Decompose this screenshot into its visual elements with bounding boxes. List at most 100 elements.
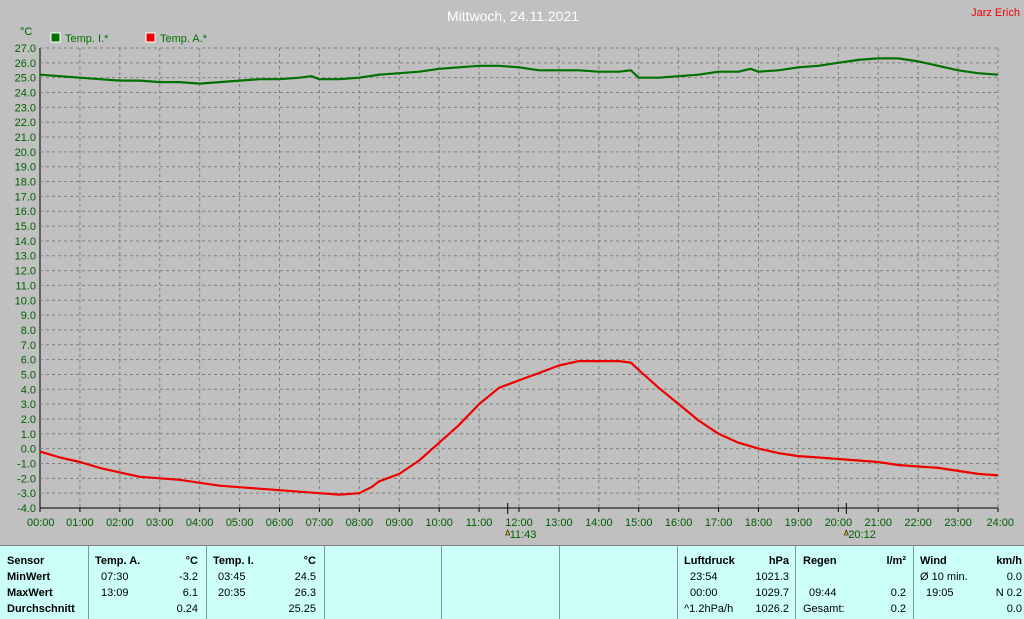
series-lines: [39, 57, 999, 496]
x-tick-label: 18:00: [745, 517, 773, 529]
y-tick-label: 13.0: [15, 251, 36, 263]
regen-unit: l/m²: [886, 555, 906, 567]
series-line-indoor: [39, 57, 999, 85]
table-divider: [206, 546, 207, 619]
y-tick-label: 1.0: [21, 429, 36, 441]
y-tick-label: 23.0: [15, 102, 36, 114]
sun-markers: 11:43 20:12: [505, 503, 876, 541]
x-tick-label: 19:00: [785, 517, 813, 529]
y-tick-label: 11.0: [15, 280, 36, 292]
legend: Temp. I.* Temp. A.*: [50, 32, 208, 45]
table-divider: [324, 546, 325, 619]
sunset-icon: [843, 529, 849, 536]
x-tick-label: 11:00: [466, 517, 493, 529]
legend-outdoor-swatch: [145, 32, 156, 43]
luftdruck-header: Luftdruck: [684, 555, 735, 567]
regen-value: 0.2: [890, 587, 906, 599]
wind-max-time: 19:05: [926, 587, 954, 599]
y-tick-label: 22.0: [15, 117, 36, 129]
x-tick-label: 10:00: [425, 517, 453, 529]
y-tick-label: -4.0: [17, 503, 36, 515]
y-tick-label: -2.0: [17, 473, 36, 485]
y-tick-label: 12.0: [15, 266, 36, 278]
x-tick-label: 00:00: [27, 517, 55, 529]
temp-i-min-value: 24.5: [294, 571, 316, 583]
x-tick-label: 14:00: [585, 517, 613, 529]
y-tick-label: 26.0: [15, 58, 36, 70]
luftdruck-min-value: 1021.3: [755, 571, 789, 583]
temp-i-avg: 25.25: [288, 603, 316, 615]
y-axis: -4.0 -3.0 -2.0 -1.0 0.0 1.0 2.0 3.0 4.0 5.0 6.0 7.0…: [15, 43, 36, 515]
x-tick-label: 21:00: [864, 517, 892, 529]
chart-title: Mittwoch, 24.11.2021: [447, 8, 579, 24]
wind-header: Wind: [920, 555, 947, 567]
table-divider: [441, 546, 442, 619]
x-tick-label: 02:00: [106, 517, 134, 529]
y-tick-label: 0.0: [21, 444, 36, 456]
x-tick-label: 03:00: [146, 517, 174, 529]
x-tick-label: 22:00: [904, 517, 932, 529]
table-divider: [795, 546, 796, 619]
row-label-max: MaxWert: [7, 587, 53, 599]
statistics-table: Sensor MinWert MaxWert Durchschnitt Temp…: [0, 545, 1024, 619]
y-tick-label: 15.0: [15, 221, 36, 233]
sun-marker-label: 20:12: [848, 529, 876, 541]
luftdruck-current: 1026.2: [755, 603, 789, 615]
y-tick-label: 16.0: [15, 206, 36, 218]
temp-a-min-time: 07:30: [101, 571, 129, 583]
temp-i-max-time: 20:35: [218, 587, 246, 599]
y-tick-label: 21.0: [15, 132, 36, 144]
x-tick-label: 16:00: [665, 517, 693, 529]
luftdruck-max-time: 00:00: [690, 587, 718, 599]
temp-a-max-time: 13:09: [101, 587, 129, 599]
x-tick-label: 01:00: [66, 517, 94, 529]
y-tick-label: 18.0: [15, 177, 36, 189]
x-tick-label: 05:00: [226, 517, 254, 529]
author-label: Jarz Erich: [971, 7, 1020, 19]
regen-total: 0.2: [890, 603, 906, 615]
temp-a-header: Temp. A.: [95, 555, 141, 567]
wind-max-value: N 0.2: [995, 587, 1022, 599]
temperature-chart: Mittwoch, 24.11.2021 Jarz Erich °C Temp.…: [15, 7, 1020, 541]
y-tick-label: 17.0: [15, 191, 36, 203]
y-tick-label: 10.0: [15, 295, 36, 307]
sunrise-icon: [505, 529, 511, 536]
y-tick-label: 27.0: [15, 43, 36, 55]
y-tick-label: 7.0: [21, 340, 36, 352]
x-tick-label: 20:00: [825, 517, 853, 529]
wind-avg-value: 0.0: [1006, 571, 1022, 583]
y-tick-label: 24.0: [15, 88, 36, 100]
x-tick-label: 06:00: [266, 517, 294, 529]
series-line-outdoor: [39, 360, 999, 496]
y-tick-label: 6.0: [21, 355, 36, 367]
y-unit-label: °C: [20, 26, 32, 38]
x-axis: 00:00 01:00 02:00 03:00 04:00 05:00 06:00 07:00…: [27, 508, 1014, 529]
temp-a-avg: 0.24: [176, 603, 198, 615]
x-tick-label: 13:00: [545, 517, 573, 529]
y-tick-label: 20.0: [15, 147, 36, 159]
wind-unit: km/h: [996, 555, 1022, 567]
luftdruck-max-value: 1029.7: [755, 587, 789, 599]
luftdruck-min-time: 23:54: [690, 571, 718, 583]
row-label-avg: Durchschnitt: [7, 603, 75, 615]
y-tick-label: 5.0: [21, 369, 36, 381]
y-tick-label: 8.0: [21, 325, 36, 337]
y-tick-label: 25.0: [15, 73, 36, 85]
luftdruck-unit: hPa: [768, 555, 789, 567]
temp-i-header: Temp. I.: [213, 555, 254, 567]
temp-a-max-value: 6.1: [182, 587, 198, 599]
y-tick-label: 2.0: [21, 414, 36, 426]
y-tick-label: 3.0: [21, 399, 36, 411]
y-tick-label: 4.0: [21, 384, 36, 396]
table-divider: [677, 546, 678, 619]
y-tick-label: 14.0: [15, 236, 36, 248]
x-tick-label: 08:00: [346, 517, 374, 529]
table-divider: [88, 546, 89, 619]
x-tick-label: 07:00: [306, 517, 334, 529]
temp-i-min-time: 03:45: [218, 571, 246, 583]
table-divider: [913, 546, 914, 619]
temp-i-max-value: 26.3: [294, 587, 316, 599]
sun-marker-label: 11:43: [510, 529, 537, 541]
wind-avg-label: Ø 10 min.: [920, 571, 968, 583]
regen-header: Regen: [803, 555, 837, 567]
